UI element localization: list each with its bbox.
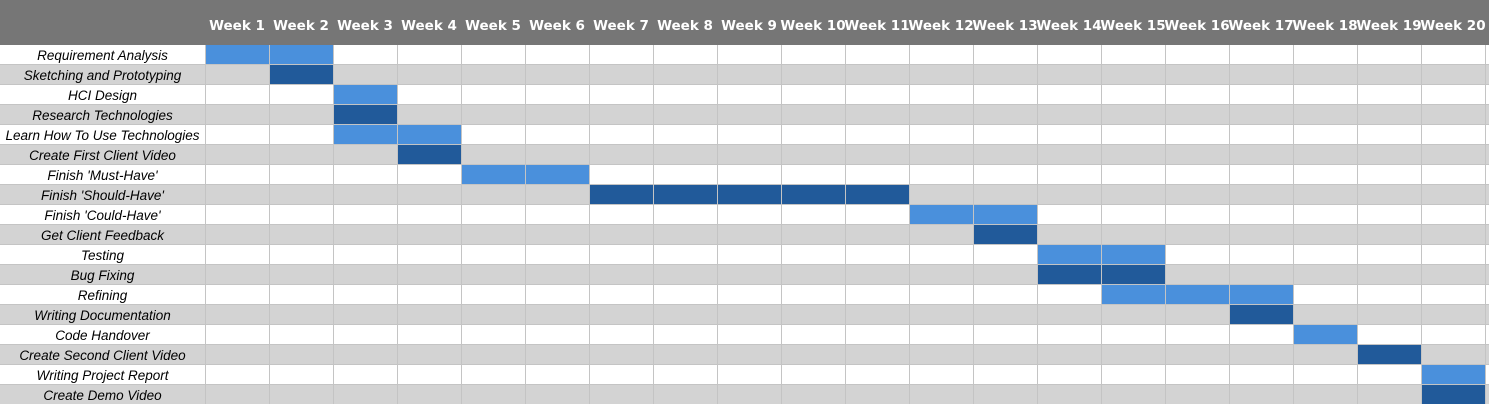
task-label: Learn How To Use Technologies xyxy=(5,128,199,143)
task-label: Research Technologies xyxy=(32,108,173,123)
task-label: Bug Fixing xyxy=(71,268,135,283)
row-background xyxy=(0,225,1489,245)
row-background xyxy=(0,145,1489,165)
task-label: Create Second Client Video xyxy=(19,348,186,363)
week-header-label: Week 15 xyxy=(1100,18,1165,34)
week-header-label: Week 2 xyxy=(273,18,329,34)
task-label: Create Demo Video xyxy=(43,388,162,403)
task-bar xyxy=(269,65,333,85)
task-label: Finish 'Could-Have' xyxy=(44,208,161,223)
task-label: Writing Documentation xyxy=(34,308,171,323)
task-label: Finish 'Must-Have' xyxy=(47,168,158,183)
header-background xyxy=(0,0,1489,45)
row-background xyxy=(0,165,1489,185)
row-background xyxy=(0,325,1489,345)
task-label: Sketching and Prototyping xyxy=(24,68,182,83)
week-header-label: Week 18 xyxy=(1292,18,1357,34)
row-background xyxy=(0,105,1489,125)
row-background xyxy=(0,45,1489,65)
task-bar xyxy=(1293,325,1357,345)
week-header-label: Week 13 xyxy=(972,18,1037,34)
week-header: Week 1 Week 2 Week 3 Week 4 Week 5 Week 6 Week… xyxy=(0,0,1489,45)
task-bar xyxy=(333,85,397,105)
task-bar xyxy=(1101,285,1293,305)
week-header-label: Week 5 xyxy=(465,18,521,34)
row-background xyxy=(0,305,1489,325)
row-background xyxy=(0,205,1489,225)
task-label: Testing xyxy=(81,248,125,263)
task-bar xyxy=(1421,385,1485,404)
week-header-label: Week 19 xyxy=(1356,18,1421,34)
week-header-label: Week 4 xyxy=(401,18,457,34)
week-header-label: Week 8 xyxy=(657,18,713,34)
row-background xyxy=(0,265,1489,285)
row-background xyxy=(0,245,1489,265)
task-bar xyxy=(333,105,397,125)
task-labels: Requirement Analysis Sketching and Protot… xyxy=(5,48,199,403)
week-header-label: Week 7 xyxy=(593,18,649,34)
row-background xyxy=(0,385,1489,404)
task-label: Code Handover xyxy=(55,328,150,343)
task-bar xyxy=(1357,345,1421,365)
week-header-label: Week 6 xyxy=(529,18,585,34)
task-label: Writing Project Report xyxy=(36,368,169,383)
week-header-label: Week 20 xyxy=(1420,18,1485,34)
week-header-label: Week 3 xyxy=(337,18,393,34)
row-background xyxy=(0,85,1489,105)
task-label: Get Client Feedback xyxy=(41,228,165,243)
week-header-label: Week 17 xyxy=(1228,18,1293,34)
task-label: Create First Client Video xyxy=(29,148,176,163)
row-background xyxy=(0,65,1489,85)
task-bar xyxy=(589,185,909,205)
row-background xyxy=(0,365,1489,385)
week-header-label: Week 12 xyxy=(908,18,973,34)
task-bar xyxy=(397,145,461,165)
gridlines xyxy=(0,45,1489,404)
week-header-label: Week 10 xyxy=(780,18,845,34)
task-label: Finish 'Should-Have' xyxy=(41,188,164,203)
task-label: Requirement Analysis xyxy=(37,48,168,63)
task-label: HCI Design xyxy=(68,88,137,103)
week-header-label: Week 11 xyxy=(844,18,909,34)
task-bar xyxy=(1229,305,1293,325)
row-background xyxy=(0,345,1489,365)
week-header-label: Week 1 xyxy=(209,18,265,34)
week-header-label: Week 14 xyxy=(1036,18,1101,34)
week-header-label: Week 16 xyxy=(1164,18,1229,34)
week-header-label: Week 9 xyxy=(721,18,777,34)
task-bar xyxy=(1421,365,1485,385)
task-label: Refining xyxy=(78,288,128,303)
row-background xyxy=(0,125,1489,145)
task-bar xyxy=(973,225,1037,245)
